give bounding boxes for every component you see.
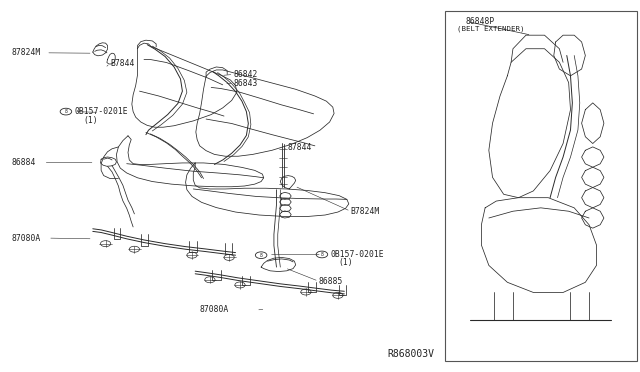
Text: B7844: B7844 [110,59,134,68]
Text: 87824M: 87824M [12,48,41,57]
Text: 8: 8 [260,253,262,258]
Text: 8: 8 [65,109,67,114]
Text: R868003V: R868003V [388,349,435,359]
Text: 86884: 86884 [12,158,36,167]
Text: 0B157-0201E: 0B157-0201E [74,107,128,116]
Bar [445,11,637,361]
Text: 8: 8 [321,252,323,257]
Text: 86843: 86843 [234,79,258,88]
Text: 87080A: 87080A [200,305,229,314]
Text: 87844: 87844 [288,143,312,152]
Text: B7824M: B7824M [351,207,380,216]
Text: 87080A: 87080A [12,234,41,243]
Text: 86848P: 86848P [466,17,495,26]
Text: 0B157-0201E: 0B157-0201E [330,250,384,259]
Text: (BELT EXTENDER): (BELT EXTENDER) [457,26,524,32]
Text: (1): (1) [338,258,353,267]
Text: 86842: 86842 [234,70,258,79]
Text: 86885: 86885 [319,277,343,286]
Text: (1): (1) [83,116,98,125]
